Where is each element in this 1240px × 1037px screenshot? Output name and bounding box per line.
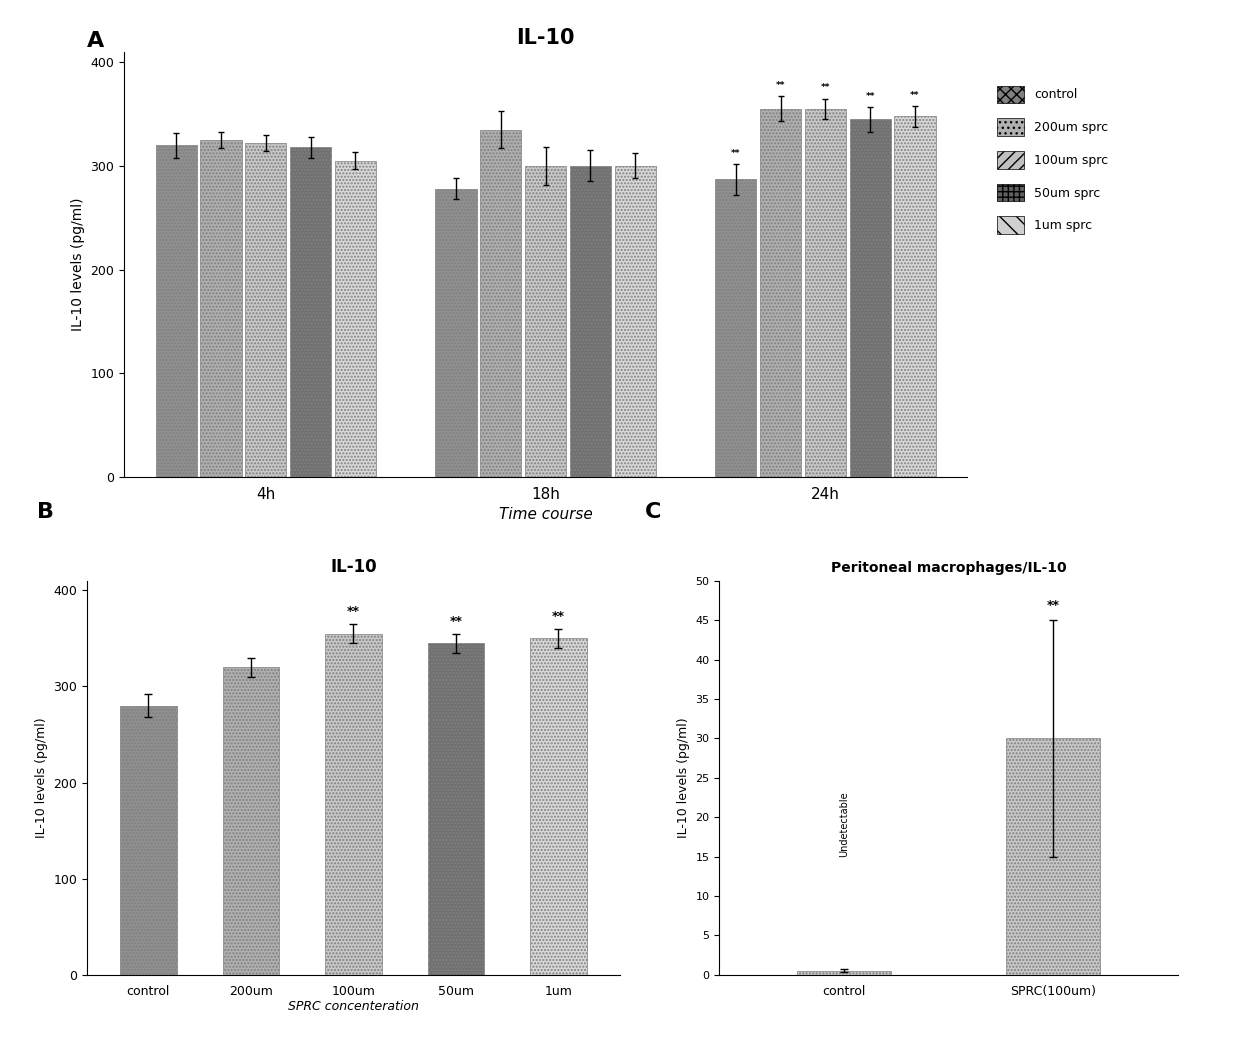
Bar: [246, 143, 286, 477]
Bar: [715, 179, 756, 477]
Bar: [805, 109, 846, 477]
Text: **: **: [449, 615, 463, 627]
Text: **: **: [552, 610, 565, 623]
Text: **: **: [866, 91, 875, 101]
Text: **: **: [1047, 599, 1059, 612]
Text: Undetectable: Undetectable: [839, 791, 849, 857]
Text: **: **: [347, 606, 360, 618]
Bar: [894, 116, 935, 477]
Bar: [760, 109, 801, 477]
Bar: [428, 643, 484, 975]
Title: IL-10: IL-10: [330, 558, 377, 577]
Y-axis label: IL-10 levels (pg/ml): IL-10 levels (pg/ml): [71, 198, 84, 331]
Bar: [615, 166, 656, 477]
Bar: [223, 667, 279, 975]
Bar: [480, 130, 522, 477]
Bar: [531, 639, 587, 975]
Bar: [525, 166, 567, 477]
Bar: [120, 705, 176, 975]
Text: B: B: [37, 503, 55, 523]
Bar: [325, 634, 382, 975]
Text: **: **: [821, 83, 830, 92]
Text: C: C: [645, 503, 661, 523]
Text: **: **: [732, 148, 740, 158]
Bar: [335, 161, 376, 477]
Text: A: A: [87, 31, 104, 51]
Bar: [156, 145, 197, 477]
Bar: [201, 140, 242, 477]
Bar: [797, 971, 892, 975]
Y-axis label: IL-10 levels (pg/ml): IL-10 levels (pg/ml): [35, 718, 47, 838]
Title: Peritoneal macrophages/IL-10: Peritoneal macrophages/IL-10: [831, 561, 1066, 576]
Bar: [1006, 738, 1100, 975]
Bar: [435, 189, 476, 477]
X-axis label: SPRC concenteration: SPRC concenteration: [288, 1001, 419, 1013]
Bar: [290, 147, 331, 477]
Bar: [849, 119, 890, 477]
Y-axis label: IL-10 levels (pg/ml): IL-10 levels (pg/ml): [677, 718, 689, 838]
Title: IL-10: IL-10: [516, 28, 575, 48]
Text: **: **: [776, 81, 785, 90]
Bar: [569, 166, 611, 477]
Text: **: **: [910, 90, 920, 100]
Legend: control, 200um sprc, 100um sprc, 50um sprc, 1um sprc: control, 200um sprc, 100um sprc, 50um sp…: [991, 80, 1115, 241]
X-axis label: Time course: Time course: [498, 507, 593, 523]
